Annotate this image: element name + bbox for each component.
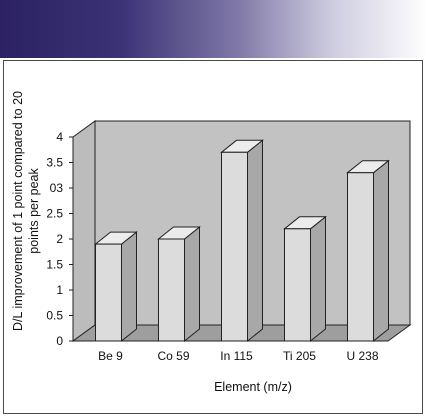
bar-chart: 0 0.5 1 1.5 2 2.5 03 3.5 4 Be 9 Co 59 In 115 Ti 205…: [11, 91, 412, 394]
x-tick-label: Ti 205: [283, 349, 316, 363]
x-axis-title: Element (m/z): [214, 380, 292, 394]
bar-front: [158, 238, 185, 342]
x-tick-label: U 238: [346, 349, 378, 363]
bar-u-238: [346, 159, 390, 343]
bar-co-59: [157, 225, 201, 343]
bar-side: [310, 215, 326, 343]
x-tick-label: In 115: [220, 349, 253, 363]
y-tick-label: 2.5: [46, 207, 63, 221]
y-tick-label: 1: [56, 283, 63, 297]
header-banner: [0, 0, 428, 58]
y-axis-title-line-1: D/L improvement of 1 point compared to 2…: [11, 91, 25, 331]
bar-in-115: [220, 139, 264, 343]
bar-side: [184, 225, 200, 343]
y-tick-label: 2: [56, 232, 63, 246]
bar-side: [247, 139, 263, 343]
y-tick-label: 4: [56, 130, 63, 144]
x-tick-label: Co 59: [157, 349, 189, 363]
bar-side: [121, 231, 137, 343]
bar-ti-205: [283, 215, 327, 343]
y-tick-label: 03: [50, 181, 64, 195]
y-tick-label: 1.5: [46, 258, 63, 272]
bar-front: [347, 172, 374, 342]
y-axis-title-line-2: points per peak: [27, 168, 41, 254]
y-tick-label: 0: [56, 334, 63, 348]
side-wall: [72, 120, 96, 342]
x-tick-label: Be 9: [98, 349, 123, 363]
bar-side: [373, 159, 389, 343]
bar-front: [284, 228, 311, 342]
y-tick-label: 3.5: [46, 156, 63, 170]
bar-be-9: [94, 231, 138, 343]
bar-front: [221, 151, 248, 342]
chart-frame: 0 0.5 1 1.5 2 2.5 03 3.5 4 Be 9 Co 59 In 115 Ti 205…: [3, 60, 423, 414]
bar-front: [95, 243, 122, 342]
y-tick-label: 0.5: [46, 309, 63, 323]
